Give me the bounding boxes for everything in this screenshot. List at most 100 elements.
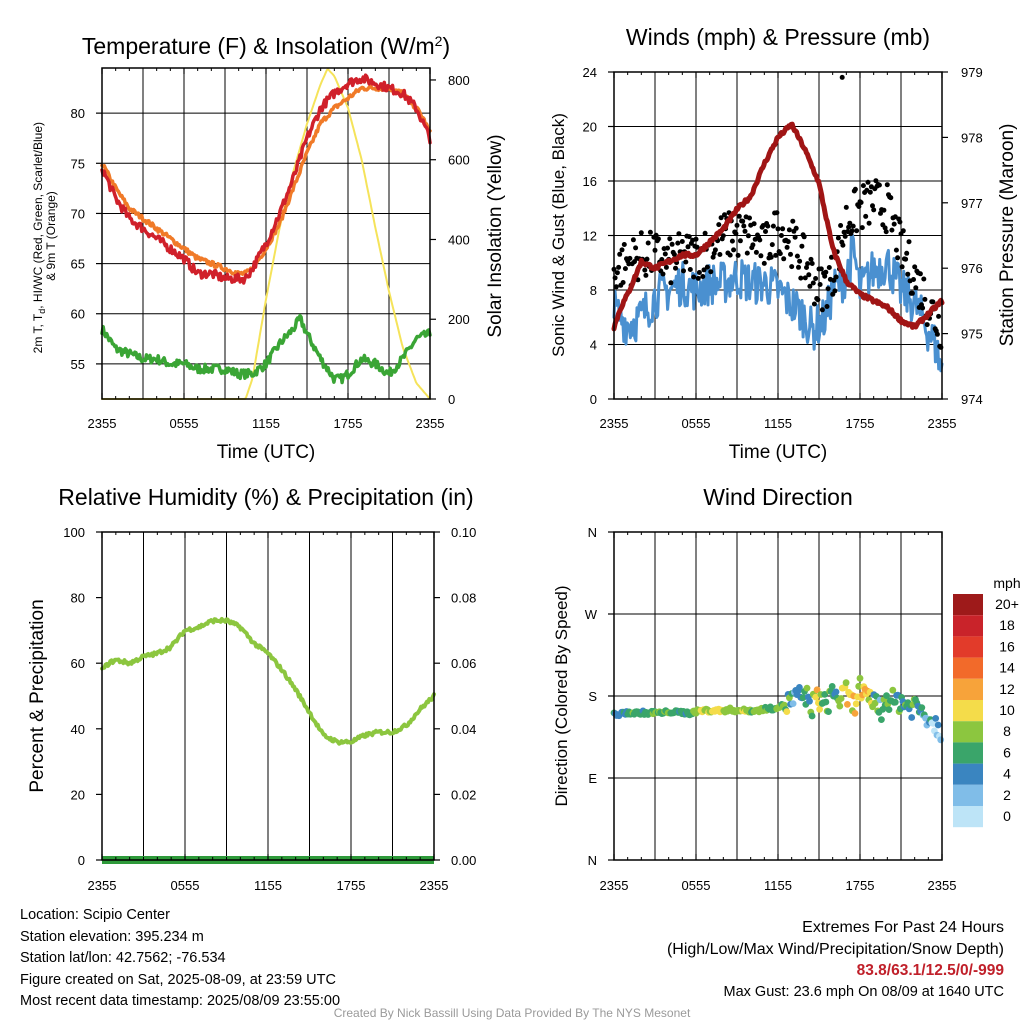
gust-point [671, 252, 677, 257]
wind-direction-point [832, 688, 840, 696]
gust-point [655, 236, 661, 242]
temperature-title-close: ) [442, 33, 450, 59]
gust-point [822, 273, 828, 279]
x-tick-label: 1755 [846, 878, 875, 893]
colorbar-swatch [953, 594, 983, 616]
x-tick-label: 1155 [254, 878, 282, 893]
y-tick-label: 40 [71, 722, 85, 737]
gust-point [893, 247, 899, 253]
y2-tick-label: 0.06 [451, 656, 476, 671]
gust-point [740, 218, 746, 224]
x-tick-label: 1755 [846, 416, 875, 431]
gust-point [920, 305, 926, 311]
x-tick-label: 2355 [600, 416, 629, 431]
temperature-grid [102, 68, 430, 399]
gust-point [729, 238, 735, 244]
wind-direction-point [851, 710, 859, 717]
x-tick-label: 2355 [600, 878, 629, 893]
extremes-title: Extremes For Past 24 Hours [802, 919, 1004, 936]
max-gust-text: Max Gust: 23.6 mph On 08/09 at 1640 UTC [723, 983, 1004, 1000]
gust-point [936, 313, 942, 319]
gust-point [708, 269, 714, 275]
wind-direction-point [878, 716, 885, 723]
humidity-grid [143, 532, 393, 860]
gust-point [679, 239, 685, 244]
wind-direction-point [937, 736, 945, 744]
gust-point [665, 245, 670, 251]
colorbar-label: 14 [999, 660, 1015, 676]
gust-point [691, 274, 697, 280]
gust-point [813, 276, 819, 281]
extremes-info: Extremes For Past 24 Hours (High/Low/Max… [667, 917, 1004, 1003]
gust-point [798, 275, 804, 281]
wind-direction-point [796, 684, 803, 691]
gust-point [838, 223, 844, 228]
colorbar-swatch [953, 806, 983, 828]
gust-point [832, 288, 838, 294]
gust-point [835, 235, 841, 241]
y-tick-label: 100 [63, 525, 85, 540]
extremes-values: 83.8/63.1/12.5/0/-999 [856, 962, 1004, 979]
gust-point [804, 265, 809, 270]
gust-point [794, 253, 800, 259]
gust-point [870, 203, 875, 209]
wind-direction-point [836, 702, 844, 710]
gust-point [722, 212, 727, 218]
colorbar-label: 6 [1003, 744, 1011, 760]
colorbar-label: 20+ [995, 596, 1019, 612]
y2-tick-label: 0.10 [451, 525, 476, 540]
y2-tick-label: 975 [961, 327, 983, 342]
y-tick-label: 60 [71, 307, 85, 322]
gust-point [899, 264, 905, 270]
gust-point [809, 261, 815, 266]
gust-point [685, 244, 691, 250]
wind-direction-point [828, 683, 836, 690]
wind-direction-point [852, 700, 860, 708]
wind-direction-point [885, 706, 893, 713]
gust-point [808, 256, 814, 262]
gust-point [774, 210, 780, 216]
colorbar-label: 10 [999, 702, 1015, 718]
gust-point [653, 232, 659, 238]
gust-point [922, 296, 928, 302]
gust-point [843, 204, 849, 210]
gust-point [883, 229, 889, 235]
gust-point [825, 286, 831, 292]
station-info: Location: Scipio Center Station elevatio… [20, 905, 340, 1013]
wind-speed-line [612, 233, 944, 373]
wind-direction-point [889, 686, 897, 694]
gust-point [773, 252, 779, 258]
gust-point [675, 240, 681, 246]
gust-point [676, 231, 682, 237]
colorbar-swatch [953, 784, 983, 806]
gust-point [718, 215, 724, 221]
gust-point [805, 261, 811, 267]
gust-point [621, 242, 627, 247]
y-tick-label: 70 [71, 206, 85, 221]
gust-point [921, 276, 927, 282]
gust-point [694, 244, 700, 250]
gust-point [849, 228, 855, 234]
gust-point [818, 266, 824, 272]
gust-point [840, 242, 846, 248]
colorbar-label: 4 [1003, 766, 1011, 782]
colorbar-swatch [953, 721, 983, 743]
colorbar-label: 0 [1003, 808, 1011, 824]
gust-point [924, 322, 930, 328]
gust-point [858, 200, 864, 205]
x-tick-label: 0555 [171, 878, 200, 893]
y-tick-label: 80 [71, 591, 85, 606]
gust-point [850, 223, 856, 229]
x-tick-label: 0555 [682, 878, 711, 893]
gust-point [817, 282, 823, 287]
x-tick-label: 1155 [764, 878, 792, 893]
gust-point [823, 269, 829, 275]
gust-point [796, 264, 801, 270]
y-tick-label: 12 [583, 229, 597, 244]
x-tick-label: 0555 [170, 416, 199, 431]
gust-point [781, 256, 787, 262]
gust-point [866, 220, 872, 226]
gust-point [863, 213, 869, 219]
gust-point [616, 264, 622, 270]
